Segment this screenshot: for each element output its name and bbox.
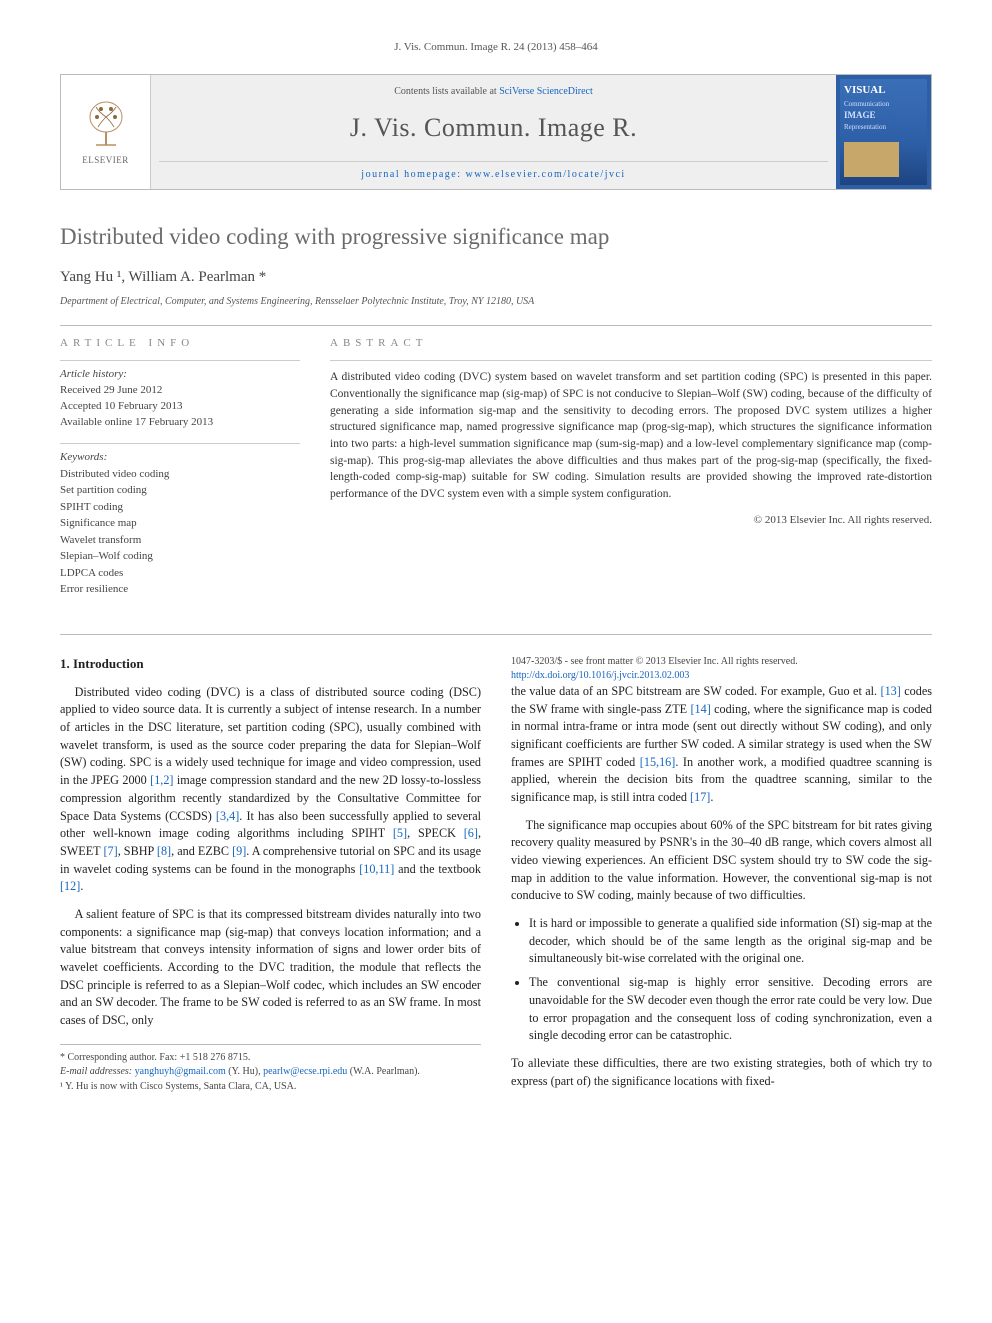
journal-name: J. Vis. Commun. Image R. xyxy=(159,109,828,147)
section-heading: 1. Introduction xyxy=(60,655,481,674)
affiliation: Department of Electrical, Computer, and … xyxy=(60,295,932,310)
corresponding-author: * Corresponding author. Fax: +1 518 276 … xyxy=(60,1051,481,1066)
ref-link[interactable]: [13] xyxy=(881,684,901,698)
ref-link[interactable]: [12] xyxy=(60,879,80,893)
date-received: Received 29 June 2012 xyxy=(60,383,300,399)
doi-block: 1047-3203/$ - see front matter © 2013 El… xyxy=(511,655,932,683)
email-link[interactable]: yanghuyh@gmail.com xyxy=(135,1066,226,1077)
journal-masthead: ELSEVIER Contents lists available at Sci… xyxy=(60,74,932,190)
ref-link[interactable]: [9] xyxy=(232,844,246,858)
keywords-label: Keywords: xyxy=(60,450,300,466)
masthead-center: Contents lists available at SciVerse Sci… xyxy=(151,75,836,189)
cover-sub2: IMAGE xyxy=(844,109,923,122)
ref-link[interactable]: [8] xyxy=(157,844,171,858)
bullet-list: It is hard or impossible to generate a q… xyxy=(529,915,932,1045)
keyword: Distributed video coding xyxy=(60,466,300,483)
ref-link[interactable]: [1,2] xyxy=(150,773,173,787)
article-info-head: ARTICLE INFO xyxy=(60,336,300,352)
running-head: J. Vis. Commun. Image R. 24 (2013) 458–4… xyxy=(60,40,932,56)
contents-prefix: Contents lists available at xyxy=(394,86,499,97)
history-label: Article history: xyxy=(60,367,300,383)
keyword: Wavelet transform xyxy=(60,532,300,549)
keyword: Error resilience xyxy=(60,581,300,598)
journal-cover-thumb: VISUAL Communication IMAGE Representatio… xyxy=(836,75,931,189)
elsevier-tree-icon xyxy=(81,97,131,152)
ref-link[interactable]: [15,16] xyxy=(640,755,676,769)
body-paragraph: The significance map occupies about 60% … xyxy=(511,817,932,905)
abstract-text: A distributed video coding (DVC) system … xyxy=(330,360,932,502)
ref-link[interactable]: [3,4] xyxy=(216,809,239,823)
ref-link[interactable]: [6] xyxy=(464,826,478,840)
cover-sub1: Communication xyxy=(844,99,923,109)
sciencedirect-link[interactable]: SciVerse ScienceDirect xyxy=(499,86,593,97)
author-note: ¹ Y. Hu is now with Cisco Systems, Santa… xyxy=(60,1080,481,1095)
copyright-line: © 2013 Elsevier Inc. All rights reserved… xyxy=(330,513,932,529)
cover-sub3: Representation xyxy=(844,122,923,132)
date-online: Available online 17 February 2013 xyxy=(60,415,300,431)
doi-link[interactable]: http://dx.doi.org/10.1016/j.jvcir.2013.0… xyxy=(511,669,932,683)
divider xyxy=(60,325,932,326)
keyword: Set partition coding xyxy=(60,482,300,499)
contents-line: Contents lists available at SciVerse Sci… xyxy=(159,85,828,100)
journal-homepage[interactable]: journal homepage: www.elsevier.com/locat… xyxy=(159,161,828,183)
divider xyxy=(60,634,932,635)
footnotes: * Corresponding author. Fax: +1 518 276 … xyxy=(60,1044,481,1095)
elsevier-label: ELSEVIER xyxy=(82,154,129,167)
keyword: Slepian–Wolf coding xyxy=(60,548,300,565)
cover-title: VISUAL xyxy=(844,83,923,99)
front-matter-line: 1047-3203/$ - see front matter © 2013 El… xyxy=(511,655,932,669)
article-body: 1. Introduction Distributed video coding… xyxy=(60,655,932,1104)
cover-image-icon xyxy=(844,142,899,177)
list-item: The conventional sig-map is highly error… xyxy=(529,974,932,1045)
keyword: Significance map xyxy=(60,515,300,532)
date-accepted: Accepted 10 February 2013 xyxy=(60,399,300,415)
email-line: E-mail addresses: yanghuyh@gmail.com (Y.… xyxy=(60,1065,481,1080)
homepage-prefix: journal homepage: xyxy=(361,169,465,180)
list-item: It is hard or impossible to generate a q… xyxy=(529,915,932,968)
body-paragraph: To alleviate these difficulties, there a… xyxy=(511,1055,932,1090)
abstract-block: ABSTRACT A distributed video coding (DVC… xyxy=(330,336,932,610)
ref-link[interactable]: [17] xyxy=(690,790,710,804)
ref-link[interactable]: [10,11] xyxy=(359,862,394,876)
ref-link[interactable]: [14] xyxy=(690,702,710,716)
homepage-url[interactable]: www.elsevier.com/locate/jvci xyxy=(466,169,626,180)
ref-link[interactable]: [5] xyxy=(393,826,407,840)
keyword: SPIHT coding xyxy=(60,499,300,516)
body-paragraph: Distributed video coding (DVC) is a clas… xyxy=(60,684,481,896)
article-info-block: ARTICLE INFO Article history: Received 2… xyxy=(60,336,300,610)
publisher-logo-box: ELSEVIER xyxy=(61,75,151,189)
article-title: Distributed video coding with progressiv… xyxy=(60,220,932,253)
keyword: LDPCA codes xyxy=(60,565,300,582)
body-paragraph: the value data of an SPC bitstream are S… xyxy=(511,683,932,807)
email-link[interactable]: pearlw@ecse.rpi.edu xyxy=(263,1066,347,1077)
body-paragraph: A salient feature of SPC is that its com… xyxy=(60,906,481,1030)
ref-link[interactable]: [7] xyxy=(103,844,117,858)
abstract-head: ABSTRACT xyxy=(330,336,932,352)
author-list: Yang Hu ¹, William A. Pearlman * xyxy=(60,267,932,289)
